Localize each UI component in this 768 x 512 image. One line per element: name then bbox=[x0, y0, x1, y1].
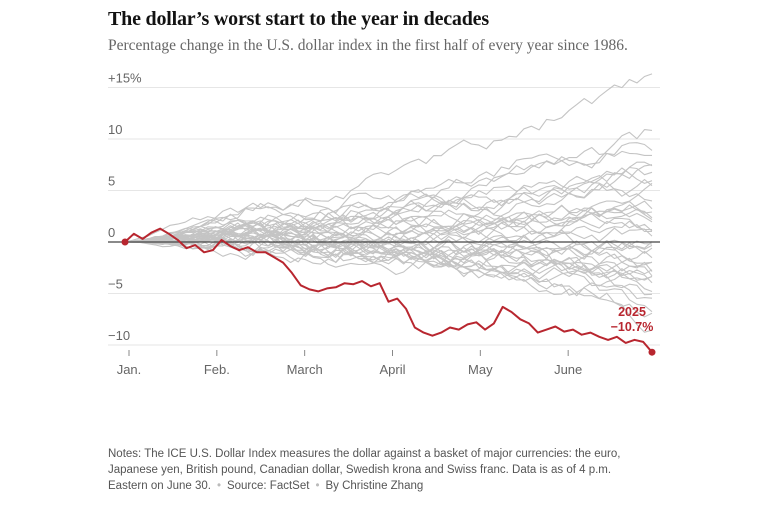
highlight-year-label: 2025 bbox=[618, 305, 646, 319]
notes-text: Notes: The ICE U.S. Dollar Index measure… bbox=[108, 448, 621, 492]
x-tick-label: March bbox=[287, 362, 323, 377]
line-2025 bbox=[124, 227, 653, 353]
separator-dot: • bbox=[315, 480, 320, 492]
separator-dot: • bbox=[216, 480, 221, 492]
background-year-line bbox=[124, 219, 653, 296]
x-tick-label: April bbox=[379, 362, 405, 377]
dollar-index-line-chart: +15% 10 5 0 −5 −10 Jan. Feb. March April May June 2… bbox=[108, 71, 660, 378]
background-year-line bbox=[124, 200, 653, 243]
background-year-line bbox=[124, 166, 653, 251]
chart-notes: Notes: The ICE U.S. Dollar Index measure… bbox=[108, 446, 653, 494]
highlight-series-2025 bbox=[121, 227, 656, 356]
background-year-line bbox=[124, 183, 653, 243]
background-year-line bbox=[124, 209, 653, 249]
start-point bbox=[121, 238, 129, 246]
background-year-line bbox=[124, 226, 653, 318]
background-year-line bbox=[124, 236, 653, 275]
x-tick-label: May bbox=[468, 362, 493, 377]
byline: By Christine Zhang bbox=[325, 480, 424, 492]
end-point bbox=[648, 348, 656, 356]
x-tick-label: June bbox=[554, 362, 582, 377]
background-year-line bbox=[124, 73, 653, 243]
background-year-line bbox=[124, 129, 653, 243]
background-year-line bbox=[124, 200, 653, 243]
y-tick-label: 5 bbox=[108, 174, 115, 189]
background-year-line bbox=[124, 240, 653, 333]
gridlines bbox=[108, 87, 660, 346]
y-tick-label: 10 bbox=[108, 122, 122, 137]
source-text: Source: FactSet bbox=[226, 480, 310, 492]
axis-tick-labels: +15% 10 5 0 −5 −10 Jan. Feb. March April May June bbox=[108, 71, 582, 378]
x-tick-label: Jan. bbox=[117, 362, 142, 377]
background-year-line bbox=[124, 161, 653, 243]
y-tick-label: 0 bbox=[108, 225, 115, 240]
chart-subtitle: Percentage change in the U.S. dollar ind… bbox=[108, 37, 628, 54]
highlight-value-label: −10.7% bbox=[611, 320, 654, 334]
y-tick-label: +15% bbox=[108, 71, 142, 86]
x-tick-label: Feb. bbox=[204, 362, 230, 377]
chart-title: The dollar’s worst start to the year in … bbox=[108, 8, 489, 30]
background-year-line bbox=[124, 217, 653, 263]
y-tick-label: −5 bbox=[108, 277, 123, 292]
y-tick-label: −10 bbox=[108, 328, 130, 343]
